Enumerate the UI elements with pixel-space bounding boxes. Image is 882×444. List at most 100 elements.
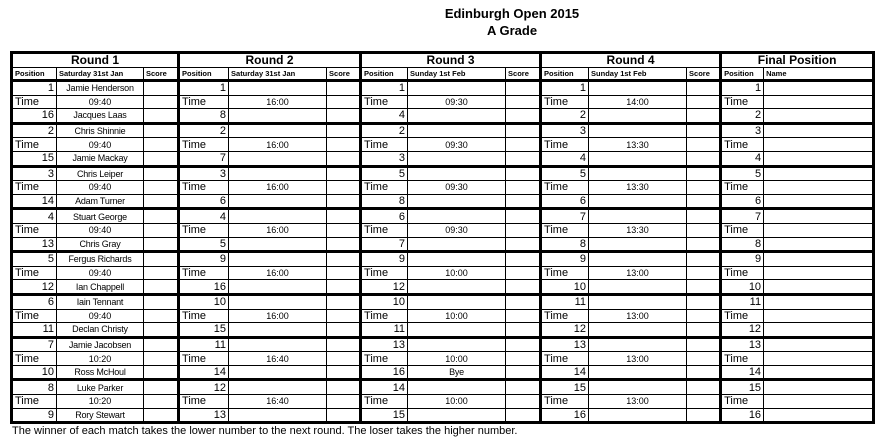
- score-cell[interactable]: [142, 165, 180, 182]
- score-cell[interactable]: [326, 165, 362, 182]
- player-name[interactable]: [228, 279, 328, 296]
- player-name[interactable]: [407, 407, 507, 425]
- final-name-cell[interactable]: [763, 293, 875, 310]
- score-cell[interactable]: [505, 180, 542, 195]
- player-name[interactable]: Ross McHoul: [56, 364, 144, 382]
- score-cell[interactable]: [326, 265, 362, 281]
- player-name[interactable]: [228, 80, 328, 96]
- score-cell[interactable]: [326, 94, 362, 110]
- player-name[interactable]: [407, 236, 507, 254]
- score-cell[interactable]: [505, 379, 542, 396]
- score-cell[interactable]: [505, 80, 542, 96]
- final-name-cell[interactable]: [763, 351, 875, 366]
- score-cell[interactable]: [142, 279, 180, 296]
- score-cell[interactable]: [142, 379, 180, 396]
- player-name[interactable]: Jacques Laas: [56, 108, 144, 125]
- score-cell[interactable]: [326, 251, 362, 267]
- player-name[interactable]: [588, 322, 688, 339]
- score-cell[interactable]: [505, 407, 542, 425]
- score-cell[interactable]: [505, 222, 542, 238]
- player-name[interactable]: [588, 150, 688, 168]
- player-name[interactable]: [588, 251, 688, 267]
- final-name-cell[interactable]: [763, 150, 875, 168]
- score-cell[interactable]: [505, 336, 542, 353]
- score-cell[interactable]: [326, 293, 362, 310]
- score-cell[interactable]: [686, 407, 722, 425]
- score-cell[interactable]: [505, 265, 542, 281]
- player-name[interactable]: Luke Parker: [56, 379, 144, 396]
- score-cell[interactable]: [326, 351, 362, 366]
- player-name[interactable]: [407, 336, 507, 353]
- player-name[interactable]: [588, 193, 688, 211]
- final-name-cell[interactable]: [763, 251, 875, 267]
- player-name[interactable]: [407, 165, 507, 182]
- score-cell[interactable]: [686, 180, 722, 195]
- player-name[interactable]: [588, 208, 688, 224]
- score-cell[interactable]: [505, 94, 542, 110]
- player-name[interactable]: [407, 80, 507, 96]
- score-cell[interactable]: [326, 407, 362, 425]
- score-cell[interactable]: [686, 251, 722, 267]
- final-name-cell[interactable]: [763, 265, 875, 281]
- score-cell[interactable]: [326, 279, 362, 296]
- player-name[interactable]: [228, 193, 328, 211]
- score-cell[interactable]: [142, 364, 180, 382]
- score-cell[interactable]: [326, 364, 362, 382]
- score-cell[interactable]: [686, 279, 722, 296]
- score-cell[interactable]: [142, 293, 180, 310]
- score-cell[interactable]: [505, 236, 542, 254]
- score-cell[interactable]: [142, 236, 180, 254]
- player-name[interactable]: [228, 251, 328, 267]
- player-name[interactable]: Bye: [407, 364, 507, 382]
- player-name[interactable]: Chris Shinnie: [56, 122, 144, 139]
- final-name-cell[interactable]: [763, 122, 875, 139]
- player-name[interactable]: [407, 193, 507, 211]
- player-name[interactable]: Stuart George: [56, 208, 144, 224]
- final-name-cell[interactable]: [763, 137, 875, 152]
- score-cell[interactable]: [326, 108, 362, 125]
- player-name[interactable]: [588, 279, 688, 296]
- player-name[interactable]: [588, 236, 688, 254]
- score-cell[interactable]: [326, 122, 362, 139]
- score-cell[interactable]: [326, 180, 362, 195]
- final-name-cell[interactable]: [763, 193, 875, 211]
- score-cell[interactable]: [326, 394, 362, 409]
- score-cell[interactable]: [142, 180, 180, 195]
- player-name[interactable]: Rory Stewart: [56, 407, 144, 425]
- score-cell[interactable]: [326, 222, 362, 238]
- score-cell[interactable]: [686, 351, 722, 366]
- score-cell[interactable]: [142, 208, 180, 224]
- score-cell[interactable]: [505, 137, 542, 152]
- score-cell[interactable]: [686, 308, 722, 324]
- score-cell[interactable]: [326, 150, 362, 168]
- score-cell[interactable]: [142, 94, 180, 110]
- player-name[interactable]: Jamie Mackay: [56, 150, 144, 168]
- score-cell[interactable]: [686, 394, 722, 409]
- final-name-cell[interactable]: [763, 180, 875, 195]
- score-cell[interactable]: [142, 308, 180, 324]
- score-cell[interactable]: [505, 364, 542, 382]
- score-cell[interactable]: [142, 137, 180, 152]
- score-cell[interactable]: [142, 108, 180, 125]
- score-cell[interactable]: [686, 364, 722, 382]
- player-name[interactable]: Declan Christy: [56, 322, 144, 339]
- player-name[interactable]: Chris Gray: [56, 236, 144, 254]
- final-name-cell[interactable]: [763, 308, 875, 324]
- player-name[interactable]: [228, 336, 328, 353]
- final-name-cell[interactable]: [763, 394, 875, 409]
- player-name[interactable]: [407, 150, 507, 168]
- score-cell[interactable]: [505, 293, 542, 310]
- score-cell[interactable]: [142, 336, 180, 353]
- final-name-cell[interactable]: [763, 379, 875, 396]
- player-name[interactable]: [588, 80, 688, 96]
- score-cell[interactable]: [686, 293, 722, 310]
- score-cell[interactable]: [505, 251, 542, 267]
- player-name[interactable]: [228, 322, 328, 339]
- player-name[interactable]: [228, 150, 328, 168]
- score-cell[interactable]: [505, 351, 542, 366]
- score-cell[interactable]: [686, 265, 722, 281]
- player-name[interactable]: [228, 236, 328, 254]
- score-cell[interactable]: [142, 265, 180, 281]
- score-cell[interactable]: [686, 80, 722, 96]
- score-cell[interactable]: [326, 208, 362, 224]
